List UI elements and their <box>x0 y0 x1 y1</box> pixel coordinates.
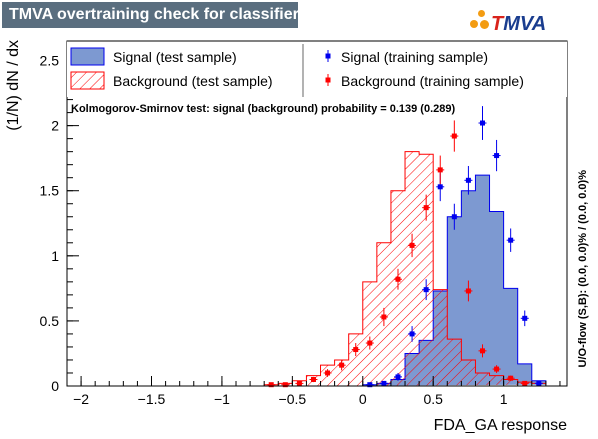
x-tick-label: −1 <box>214 391 230 407</box>
logo-dot-icon <box>470 20 478 28</box>
background-train-point <box>506 375 515 381</box>
signal-train-point-point <box>522 315 528 321</box>
background-train-point-point <box>339 362 345 368</box>
legend: Signal (test sample) Signal (training sa… <box>67 40 567 97</box>
tmva-logo: TMVA <box>470 8 570 38</box>
logo-text: TMVA <box>491 13 546 36</box>
x-axis-label: FDA_GA response <box>434 417 568 434</box>
legend-background-train-label: Background (training sample) <box>341 73 524 89</box>
background-train-point-point <box>310 376 316 382</box>
legend-background-test-label: Background (test sample) <box>113 73 273 89</box>
legend-signal-test-label: Signal (test sample) <box>113 49 237 65</box>
x-tick-label: −1.5 <box>138 391 166 407</box>
background-train-point <box>520 380 529 386</box>
background-train-point-point <box>282 382 288 388</box>
y-tick-label: 0.5 <box>40 313 60 329</box>
legend-box <box>67 41 567 97</box>
signal-train-point <box>408 326 417 342</box>
background-train-point-point <box>508 375 514 381</box>
signal-train-point-point <box>423 287 429 293</box>
signal-train-point-point <box>367 382 373 388</box>
background-train-point <box>309 376 318 383</box>
y-tick-label: 0 <box>51 378 59 394</box>
marker-layer <box>267 106 543 388</box>
background-train-point <box>379 307 388 327</box>
legend-background-test-swatch <box>70 71 105 90</box>
signal-train-point <box>478 106 487 140</box>
signal-train-point-point <box>479 120 485 126</box>
background-train-point-point <box>325 370 331 376</box>
x-tick-label: 1 <box>500 391 508 407</box>
y-tick-label: 1 <box>51 248 59 264</box>
signal-train-point-point <box>536 380 542 386</box>
y-tick-label: 1.5 <box>40 183 60 199</box>
signal-train-point <box>422 279 431 301</box>
signal-train-point-point <box>451 214 457 220</box>
signal-train-point-point <box>381 380 387 386</box>
logo-text-t: T <box>491 13 504 35</box>
background-train-point-point <box>395 276 401 282</box>
background-train-point <box>337 359 346 371</box>
background-train-point <box>408 233 417 258</box>
background-train-point <box>422 194 431 221</box>
background-train-point <box>351 343 360 357</box>
legend-signal-train-marker <box>325 50 331 62</box>
signal-train-point <box>534 380 543 386</box>
overflow-annotation: U/O-flow (S,B): (0.0, 0.0)% / (0.0, 0.0)… <box>577 170 589 368</box>
signal-train-point-point <box>465 177 471 183</box>
legend-signal-train-label: Signal (training sample) <box>341 49 488 65</box>
background-train-point-point <box>437 167 443 173</box>
background-train-point-point <box>494 366 500 372</box>
background-train-point-point <box>465 288 471 294</box>
background-train-point-point <box>353 347 359 353</box>
background-train-point <box>365 336 374 350</box>
x-tick-label: −0.5 <box>279 391 307 407</box>
background-train-point <box>464 280 473 302</box>
background-train-point <box>450 120 459 152</box>
logo-dot-icon <box>478 10 485 17</box>
signal-train-point <box>379 380 388 386</box>
background-train-point-point <box>479 348 485 354</box>
background-train-point <box>323 369 332 377</box>
signal-train-point-point <box>508 237 514 243</box>
y-axis-label: (1/N) dN / dx <box>5 40 22 131</box>
background-train-point-point <box>381 314 387 320</box>
legend-background-train-marker <box>325 74 331 86</box>
background-train-point-point <box>367 340 373 346</box>
background-train-point <box>478 344 487 358</box>
histogram-layer <box>263 151 547 387</box>
signal-train-point <box>520 310 529 327</box>
signal-train-point <box>450 203 459 230</box>
x-tick-label: 0 <box>359 391 367 407</box>
y-tick-label: 2 <box>51 118 59 134</box>
background-train-point <box>393 268 402 290</box>
background-train-point-point <box>522 380 528 386</box>
signal-train-point-point <box>494 153 500 159</box>
background-train-point-point <box>409 242 415 248</box>
x-tick-label: −2 <box>73 391 89 407</box>
signal-train-point <box>464 165 473 195</box>
legend-signal-test-swatch <box>70 47 105 66</box>
background-train-point-point <box>268 382 274 388</box>
signal-train-point-point <box>395 374 401 380</box>
background-train-point-point <box>423 205 429 211</box>
y-tick-label: 2.5 <box>40 53 60 69</box>
logo-dot-icon <box>480 20 489 29</box>
ks-test-annotation: Kolmogorov-Smirnov test: signal (backgro… <box>71 103 455 115</box>
signal-train-point <box>393 372 402 381</box>
background-train-point-point <box>296 380 302 386</box>
signal-train-point-point <box>437 184 443 190</box>
logo-text-rest: MVA <box>503 13 547 35</box>
signal-train-point-point <box>409 331 415 337</box>
background-train-point <box>295 380 304 386</box>
window-title: TMVA overtraining check for classifier: … <box>2 2 298 28</box>
x-tick-label: 0.5 <box>423 391 443 407</box>
signal-train-point <box>506 228 515 252</box>
background-train-point <box>436 155 445 185</box>
background-train-point <box>492 365 501 373</box>
background-train-point-point <box>451 133 457 139</box>
signal-train-point <box>492 139 501 172</box>
